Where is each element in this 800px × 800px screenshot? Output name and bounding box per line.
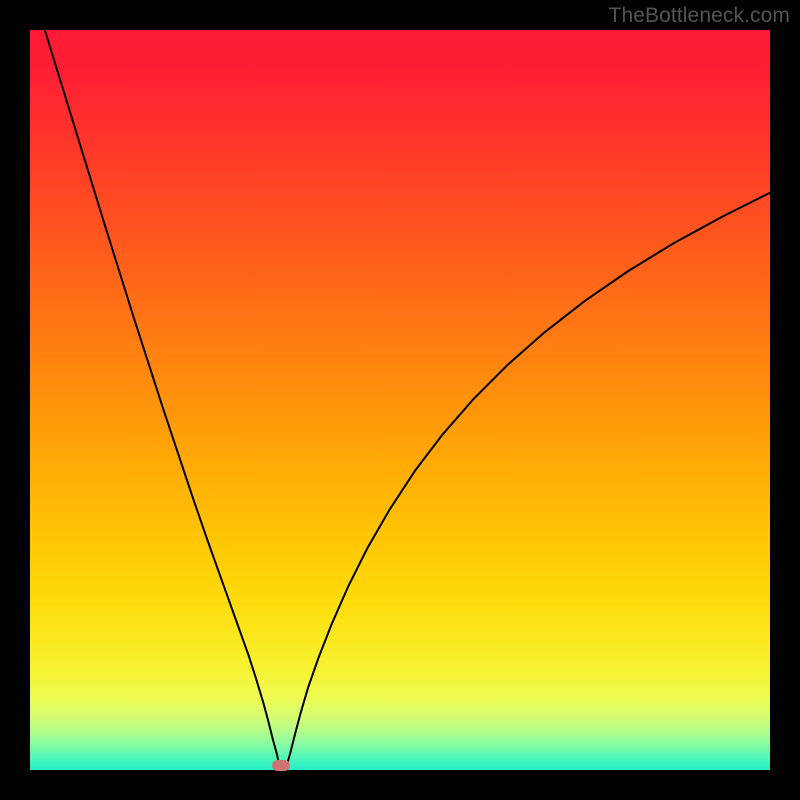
plot-area bbox=[30, 30, 770, 770]
optimum-marker bbox=[272, 760, 290, 772]
chart-container: TheBottleneck.com bbox=[0, 0, 800, 800]
watermark-text: TheBottleneck.com bbox=[609, 4, 790, 28]
bottleneck-curve bbox=[30, 30, 770, 770]
